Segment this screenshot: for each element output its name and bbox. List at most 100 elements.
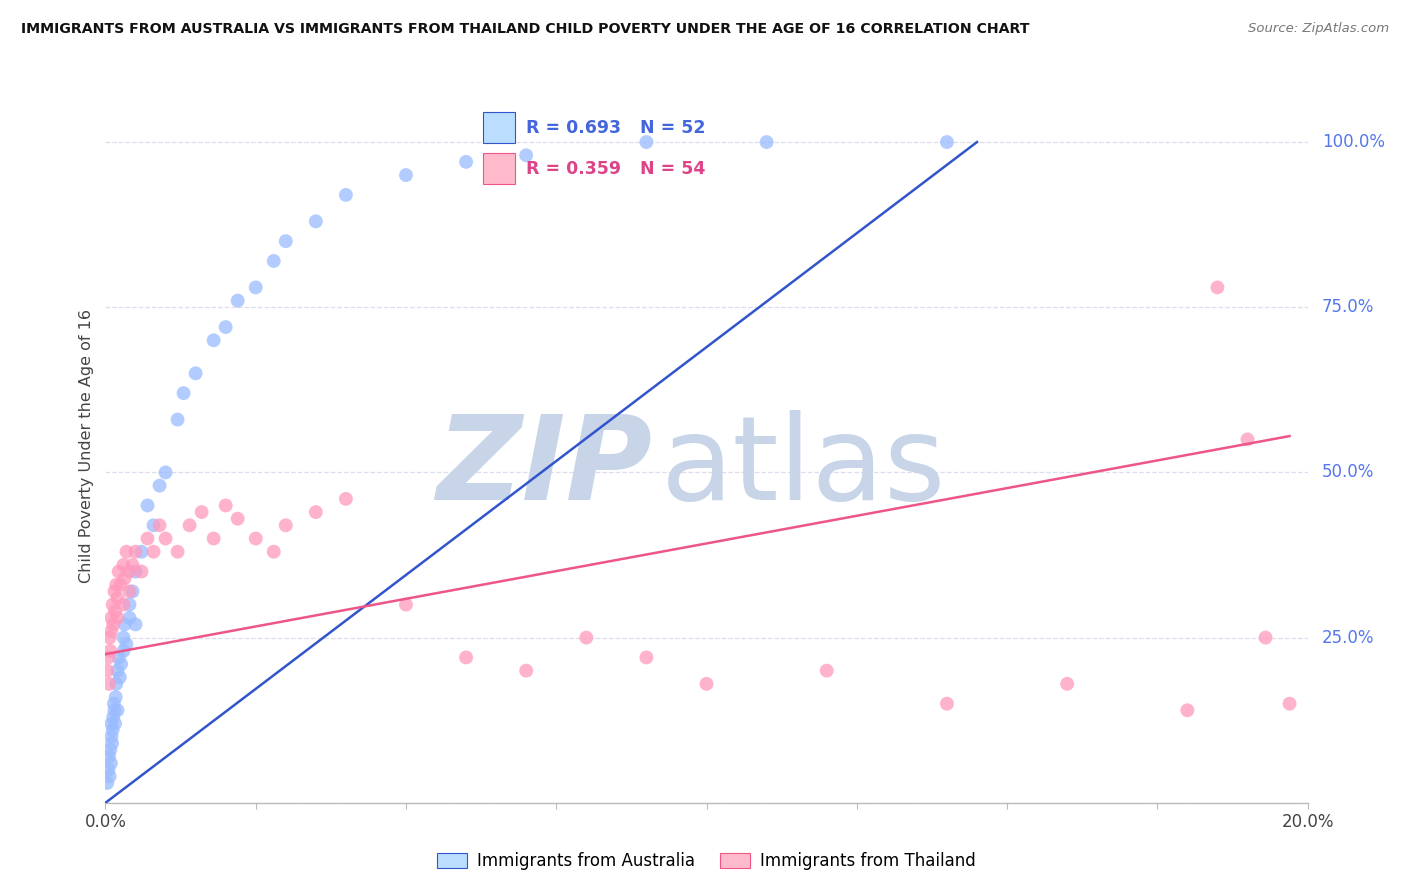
Point — [115, 637, 138, 651]
Point — [101, 736, 124, 750]
Point — [98, 749, 121, 764]
Point — [121, 584, 143, 599]
Point — [96, 776, 118, 790]
Point — [395, 598, 418, 612]
Point — [1236, 433, 1258, 447]
Point — [97, 650, 120, 665]
Point — [136, 532, 159, 546]
Point — [263, 254, 285, 268]
Point — [112, 598, 135, 612]
Point — [155, 532, 177, 546]
Point — [335, 188, 357, 202]
Point — [166, 412, 188, 426]
Point — [118, 565, 141, 579]
Point — [815, 664, 838, 678]
Point — [96, 664, 118, 678]
Text: 100.0%: 100.0% — [1322, 133, 1385, 151]
Point — [105, 578, 128, 592]
Point — [305, 505, 328, 519]
Point — [179, 518, 201, 533]
Point — [214, 499, 236, 513]
Point — [103, 617, 125, 632]
Point — [108, 670, 131, 684]
Point — [274, 518, 297, 533]
Text: 50.0%: 50.0% — [1322, 464, 1375, 482]
Point — [112, 558, 135, 572]
Point — [100, 716, 122, 731]
Text: IMMIGRANTS FROM AUSTRALIA VS IMMIGRANTS FROM THAILAND CHILD POVERTY UNDER THE AG: IMMIGRANTS FROM AUSTRALIA VS IMMIGRANTS … — [21, 22, 1029, 37]
Point — [263, 545, 285, 559]
Point — [124, 617, 146, 632]
Point — [118, 611, 141, 625]
Point — [190, 505, 212, 519]
Point — [100, 756, 122, 771]
Point — [1056, 677, 1078, 691]
Legend: Immigrants from Australia, Immigrants from Thailand: Immigrants from Australia, Immigrants fr… — [430, 846, 983, 877]
Point — [936, 697, 959, 711]
Point — [173, 386, 195, 401]
Point — [103, 584, 125, 599]
Point — [103, 710, 125, 724]
Text: 75.0%: 75.0% — [1322, 298, 1375, 317]
Point — [110, 578, 132, 592]
Point — [936, 135, 959, 149]
Point — [136, 499, 159, 513]
Point — [245, 532, 267, 546]
Point — [121, 558, 143, 572]
Point — [107, 565, 129, 579]
Point — [696, 677, 718, 691]
Point — [245, 280, 267, 294]
Point — [107, 703, 129, 717]
Point — [755, 135, 778, 149]
Point — [305, 214, 328, 228]
Point — [454, 650, 477, 665]
Point — [226, 511, 249, 525]
Point — [101, 598, 124, 612]
Point — [98, 743, 121, 757]
Point — [148, 518, 170, 533]
Point — [515, 664, 537, 678]
Point — [131, 565, 153, 579]
Point — [118, 598, 141, 612]
Point — [104, 604, 127, 618]
Point — [202, 532, 225, 546]
Point — [114, 617, 136, 632]
Text: atlas: atlas — [661, 410, 946, 524]
Point — [115, 545, 138, 559]
Point — [100, 611, 122, 625]
Point — [142, 545, 165, 559]
Point — [636, 135, 658, 149]
Point — [112, 644, 135, 658]
Point — [124, 545, 146, 559]
Point — [112, 631, 135, 645]
Point — [142, 518, 165, 533]
Point — [335, 491, 357, 506]
Point — [155, 466, 177, 480]
Point — [107, 650, 129, 665]
Point — [454, 154, 477, 169]
Point — [107, 664, 129, 678]
Y-axis label: Child Poverty Under the Age of 16: Child Poverty Under the Age of 16 — [79, 309, 94, 583]
Point — [148, 478, 170, 492]
Point — [104, 716, 127, 731]
Point — [103, 697, 125, 711]
Point — [101, 723, 124, 738]
Point — [103, 703, 125, 717]
Point — [118, 584, 141, 599]
Point — [214, 320, 236, 334]
Point — [98, 677, 121, 691]
Point — [124, 565, 146, 579]
Point — [98, 631, 121, 645]
Point — [1254, 631, 1277, 645]
Point — [184, 367, 207, 381]
Point — [105, 677, 128, 691]
Point — [114, 571, 136, 585]
Text: Source: ZipAtlas.com: Source: ZipAtlas.com — [1249, 22, 1389, 36]
Point — [1278, 697, 1301, 711]
Point — [1175, 703, 1198, 717]
Point — [131, 545, 153, 559]
Text: 25.0%: 25.0% — [1322, 629, 1375, 647]
Text: ZIP: ZIP — [436, 410, 652, 524]
Point — [274, 234, 297, 248]
Point — [226, 293, 249, 308]
